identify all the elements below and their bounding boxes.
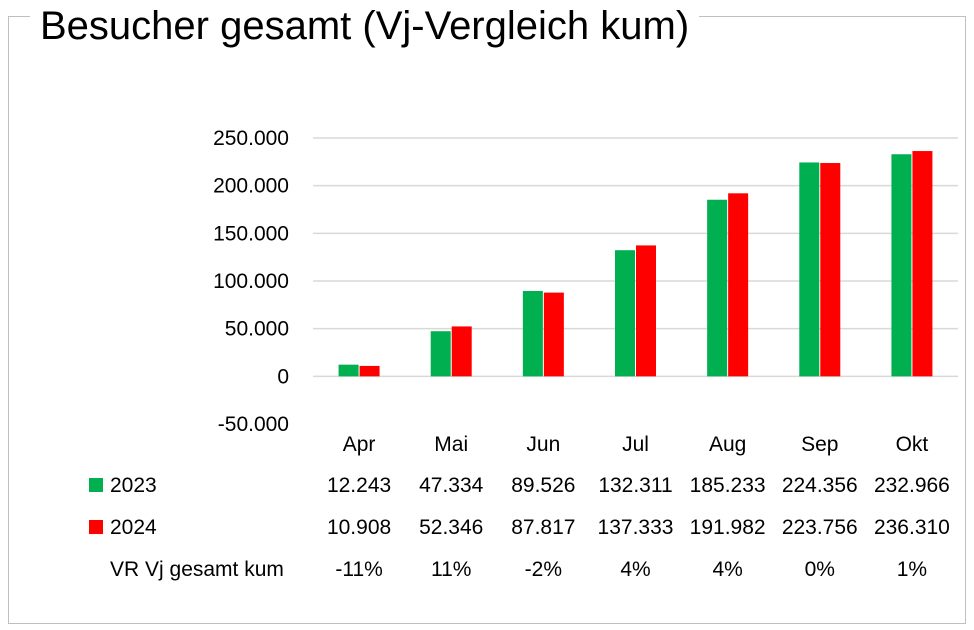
bar-2024-Aug [728, 193, 749, 377]
x-tick-label: Okt [896, 433, 929, 456]
chart-title: Besucher gesamt (Vj-Vergleich kum) [30, 0, 700, 52]
table-cell: 137.333 [598, 516, 674, 539]
table-cell: 47.334 [419, 474, 484, 497]
bar-2023-Apr [338, 364, 359, 377]
table-cell: 224.356 [782, 474, 858, 497]
table-row-label: VR Vj gesamt kum [110, 558, 284, 581]
bar-2024-Jul [636, 245, 656, 377]
x-tick-label: Jun [526, 433, 560, 456]
y-tick-label: 100.000 [213, 270, 289, 293]
y-tick-label: 50.000 [225, 318, 289, 341]
table-cell: 223.756 [782, 516, 858, 539]
y-tick-label: 150.000 [213, 222, 289, 245]
table-cell: -11% [335, 558, 382, 581]
table-cell: 0% [805, 558, 835, 581]
table-cell: 185.233 [690, 474, 766, 497]
y-tick-label: 200.000 [213, 175, 289, 198]
bar-2023-Aug [707, 199, 728, 377]
table-cell: -2% [525, 558, 562, 581]
table-cell: 89.526 [511, 474, 575, 497]
bar-2023-Jul [615, 250, 635, 377]
x-tick-label: Jul [622, 433, 649, 456]
bar-2024-Apr [359, 365, 380, 377]
bar-2023-Jun [522, 290, 543, 377]
table-cell: 4% [620, 558, 650, 581]
x-tick-label: Sep [801, 433, 838, 456]
legend-key-2024 [89, 520, 103, 534]
table-cell: 1% [897, 558, 927, 581]
table-cell: 232.966 [874, 474, 950, 497]
table-cell: 87.817 [511, 516, 575, 539]
bar-2023-Mai [430, 331, 451, 377]
legend-label: 2024 [110, 516, 157, 539]
table-cell: 132.311 [598, 474, 672, 497]
legend-label: 2023 [110, 474, 157, 497]
x-tick-label: Mai [434, 433, 468, 456]
bar-2024-Sep [820, 163, 841, 377]
bar-2023-Okt [891, 154, 912, 377]
bar-2024-Jun [543, 292, 564, 377]
bar-2024-Mai [451, 326, 472, 377]
y-tick-label: 250.000 [213, 127, 289, 150]
table-cell: 10.908 [327, 516, 391, 539]
bar-2023-Sep [799, 162, 820, 377]
x-tick-label: Aug [709, 433, 746, 456]
legend-key-2023 [89, 478, 103, 492]
x-tick-label: Apr [343, 433, 376, 456]
y-tick-label: -50.000 [218, 413, 289, 436]
table-cell: 52.346 [419, 516, 483, 539]
table-cell: 191.982 [690, 516, 766, 539]
y-tick-label: 0 [277, 365, 289, 388]
bar-2024-Okt [912, 151, 933, 377]
table-cell: 12.243 [327, 474, 391, 497]
table-cell: 11% [431, 558, 471, 581]
table-cell: 236.310 [874, 516, 950, 539]
table-cell: 4% [712, 558, 742, 581]
